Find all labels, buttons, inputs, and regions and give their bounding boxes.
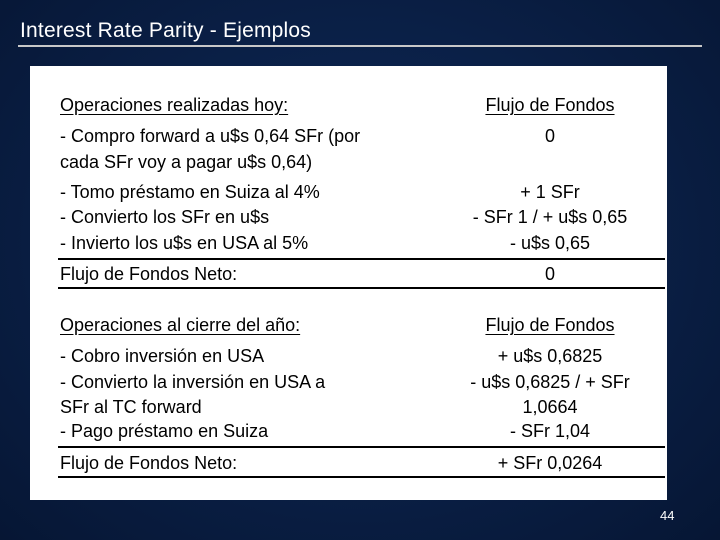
section2-line: - Cobro inversión en USA <box>60 346 265 366</box>
section1-heading: Operaciones realizadas hoy: <box>60 95 289 115</box>
section1-flow: + 1 SFr <box>520 182 580 202</box>
section2-flow: - u$s 0,6825 / + SFr <box>470 372 630 392</box>
section2-heading: Operaciones al cierre del año: <box>60 315 301 335</box>
section2-line: - Convierto la inversión en USA a <box>60 372 326 392</box>
section1-flow-heading: Flujo de Fondos <box>485 95 615 115</box>
section2-line: - Pago préstamo en Suiza <box>60 421 269 441</box>
slide-title: Interest Rate Parity - Ejemplos <box>20 19 311 42</box>
section1-net-divider-top <box>58 258 665 260</box>
title-divider <box>18 45 702 47</box>
section1-line: - Convierto los SFr en u$s <box>60 207 270 227</box>
section1-line: - Compro forward a u$s 0,64 SFr (por <box>60 126 361 146</box>
section1-net-divider-bottom <box>58 287 665 289</box>
section1-flow: 0 <box>544 126 555 146</box>
section1-flow: - u$s 0,65 <box>509 233 591 253</box>
section2-flow: - SFr 1,04 <box>509 421 591 441</box>
section1-net-value: 0 <box>544 264 555 284</box>
content-panel <box>30 66 667 500</box>
page-number: 44 <box>660 508 675 523</box>
section2-net-label: Flujo de Fondos Neto: <box>60 453 238 473</box>
section1-net-label: Flujo de Fondos Neto: <box>60 264 238 284</box>
section1-line: - Invierto los u$s en USA al 5% <box>60 233 309 253</box>
section1-line: - Tomo préstamo en Suiza al 4% <box>60 182 320 202</box>
section2-net-value: + SFr 0,0264 <box>497 453 603 473</box>
section2-flow: 1,0664 <box>522 397 578 417</box>
section2-line: SFr al TC forward <box>60 397 202 417</box>
section2-flow-heading: Flujo de Fondos <box>485 315 615 335</box>
section1-line: cada SFr voy a pagar u$s 0,64) <box>60 152 313 172</box>
section2-flow: + u$s 0,6825 <box>497 346 603 366</box>
section2-net-divider-bottom <box>58 476 665 478</box>
section2-net-divider-top <box>58 446 665 448</box>
section1-flow: - SFr 1 / + u$s 0,65 <box>472 207 628 227</box>
